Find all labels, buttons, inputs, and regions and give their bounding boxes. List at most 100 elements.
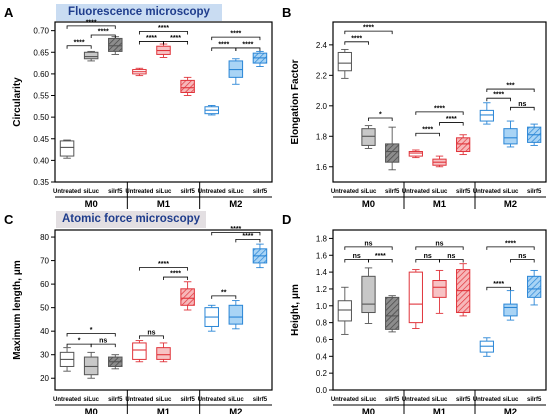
y-tick-label: 0.60 [33,70,49,79]
box-M0-siLuc [361,128,376,146]
condition-label: siLuc [83,397,99,403]
y-tick-label: 40 [40,327,49,336]
y-tick-label: 0.50 [33,113,49,122]
significance-label: **** [434,105,445,112]
y-tick-label: 0.55 [33,92,49,101]
box-M0-Untreated [59,140,75,157]
plot-frame [54,21,273,183]
y-tick-label: 0.8 [316,319,328,328]
significance-label: **** [170,35,181,42]
condition-label: Untreated [402,189,430,195]
y-tick-label: 0.0 [316,386,328,395]
y-tick-label: 2.4 [316,41,328,50]
significance-bracket [510,259,535,263]
condition-label: siIrf5 [108,189,123,195]
significance-label: **** [230,31,241,38]
group-label: M1 [433,407,447,414]
significance-label: **** [363,25,374,32]
significance-bracket [415,246,464,250]
significance-bracket [163,276,189,281]
significance-bracket [486,246,535,250]
y-tick-label: 0.45 [33,135,49,144]
significance-bracket [415,132,440,137]
group-label: M1 [433,199,447,210]
y-tick-label: 2.2 [316,71,328,80]
condition-label: Untreated [53,189,81,195]
significance-bracket [486,286,511,291]
significance-label: **** [98,28,109,35]
box-M2-siIrf5 [527,275,542,298]
significance-label: *** [506,83,514,90]
significance-label: * [78,338,81,345]
group-label: M0 [362,407,375,414]
condition-label: siIrf5 [180,397,195,403]
significance-label: **** [158,261,169,268]
y-tick-label: 20 [40,374,49,383]
significance-label: ns [353,253,361,260]
significance-label: **** [242,233,253,240]
significance-bracket [66,45,92,49]
y-tick-label: 70 [40,257,49,266]
box-M1-Untreated [408,271,423,324]
box-M0-siIrf5 [385,296,400,330]
condition-label: siIrf5 [253,189,268,195]
significance-label: ** [221,289,227,296]
significance-bracket [211,231,261,236]
group-label: M0 [85,199,98,210]
box-M1-siIrf5 [180,288,195,306]
box-M0-siIrf5 [385,143,400,163]
significance-bracket [90,343,116,348]
y-axis-title: Elongation Factor [290,59,301,144]
box-M1-Untreated [408,151,423,157]
condition-label: siIrf5 [527,397,542,403]
y-axis-title: Height, μm [290,284,301,336]
significance-bracket [486,97,511,102]
group-label: M0 [85,407,98,414]
significance-bracket [415,111,464,115]
box-M2-siLuc [228,304,244,325]
condition-label: siIrf5 [108,397,123,403]
y-tick-label: 1.8 [316,132,328,141]
y-tick-label: 0.6 [316,335,328,344]
box-M0-siLuc [83,356,99,376]
group-label: M2 [504,199,517,210]
condition-label: Untreated [331,189,359,195]
significance-bracket [235,47,261,51]
condition-label: siIrf5 [253,397,268,403]
condition-label: siLuc [228,397,244,403]
significance-label: **** [86,19,97,26]
y-tick-label: 1.6 [316,251,328,260]
condition-label: siLuc [432,189,448,195]
significance-bracket [66,25,116,29]
significance-label: **** [218,41,229,48]
box-M1-siLuc [432,280,447,298]
condition-label: siLuc [432,397,448,403]
significance-bracket [235,239,261,243]
significance-label: **** [422,127,433,134]
significance-bracket [344,246,393,250]
significance-bracket [211,295,237,299]
y-tick-label: 50 [40,304,49,313]
condition-label: siLuc [156,189,172,195]
box-M0-Untreated [337,51,352,72]
panel-label-d: D [282,212,292,227]
afm-banner: Atomic force microscopy [56,211,206,228]
plot-frame [54,229,273,391]
significance-label: ns [424,253,432,260]
significance-bracket [66,333,116,337]
significance-bracket [344,30,393,35]
condition-label: siIrf5 [180,189,195,195]
y-axis-title: Circularity [12,77,23,127]
y-tick-label: 0.40 [33,156,49,165]
significance-label: **** [158,25,169,32]
significance-bracket [439,259,464,263]
significance-label: * [90,327,93,334]
significance-label: ns [518,101,526,108]
group-label: M2 [229,199,242,210]
y-tick-label: 60 [40,280,49,289]
significance-label: **** [351,35,362,42]
condition-label: siIrf5 [385,397,400,403]
significance-bracket [439,122,464,126]
significance-bracket [211,36,261,41]
group-label: M0 [362,199,375,210]
